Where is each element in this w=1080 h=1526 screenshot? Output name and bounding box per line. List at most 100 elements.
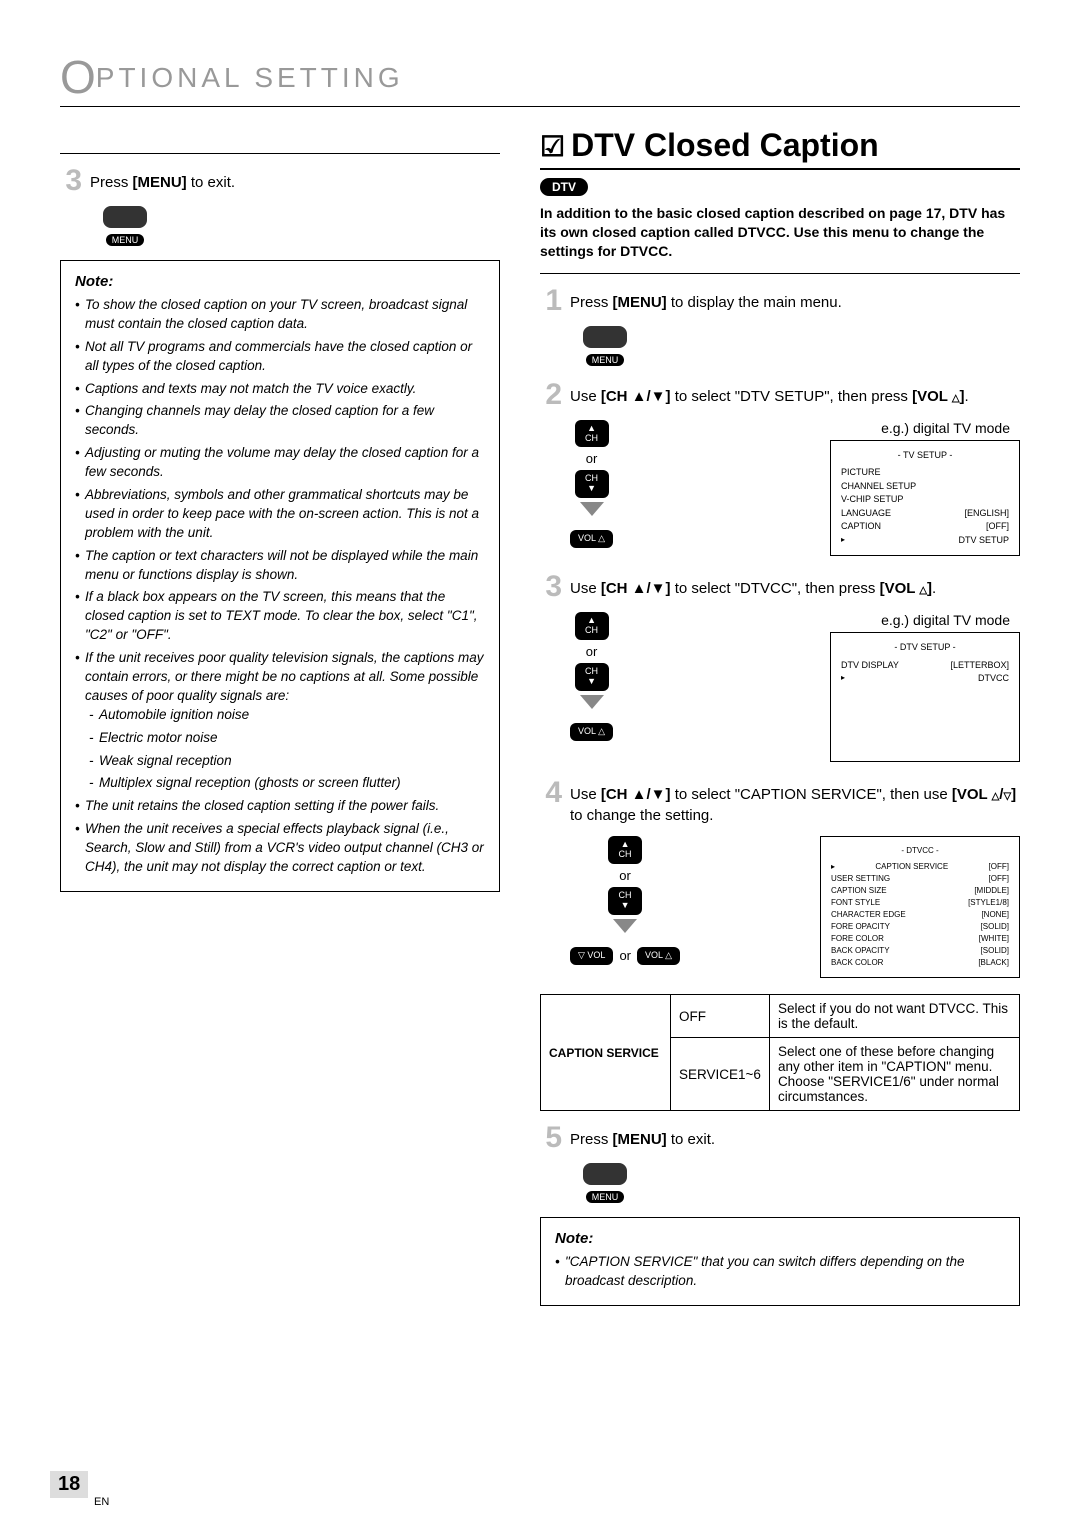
menu-button-graphic: MENU bbox=[580, 1163, 630, 1205]
note-item: Changing channels may delay the closed c… bbox=[75, 402, 485, 440]
note-item: "CAPTION SERVICE" that you can switch di… bbox=[555, 1253, 1005, 1291]
page-number: 18 bbox=[50, 1471, 88, 1498]
note-item: When the unit receives a special effects… bbox=[75, 820, 485, 877]
ch-up-btn: ▲CH bbox=[575, 420, 609, 448]
step3: 3 Use [CH ▲/▼] to select "DTVCC", then p… bbox=[540, 572, 1020, 602]
arrow-icon bbox=[580, 502, 604, 516]
os-cell: BACK OPACITY bbox=[831, 945, 890, 957]
note-text: If the unit receives poor quality televi… bbox=[85, 650, 483, 703]
os-cell: [SOLID] bbox=[981, 945, 1009, 957]
step-text: Press [MENU] to display the main menu. bbox=[570, 286, 842, 316]
subnote-item: Automobile ignition noise bbox=[89, 706, 485, 725]
section-header: OPTIONAL SETTING bbox=[60, 50, 1020, 107]
os-cell: [OFF] bbox=[989, 861, 1009, 873]
ch-down-btn: CH▼ bbox=[608, 887, 642, 915]
os-cell: CAPTION bbox=[841, 520, 881, 534]
control-stack: ▲CH or CH▼ ▽ VOL or VOL △ bbox=[570, 836, 680, 964]
menu-button-graphic: MENU bbox=[100, 206, 150, 248]
os-pointer: DTV SETUP bbox=[958, 534, 1009, 548]
table-cell: Select one of these before changing any … bbox=[769, 1038, 1019, 1111]
menu-button-graphic: MENU bbox=[580, 326, 630, 368]
vol-left-btn: ▽ VOL bbox=[570, 947, 613, 965]
or-text: or bbox=[586, 644, 598, 659]
ch-down-btn: CH▼ bbox=[575, 470, 609, 498]
os-cell: [ENGLISH] bbox=[964, 507, 1009, 521]
caption-service-table: CAPTION SERVICE OFF Select if you do not… bbox=[540, 994, 1020, 1111]
check-icon: ☑ bbox=[540, 131, 565, 162]
os-cell: [BLACK] bbox=[978, 957, 1009, 969]
os-title: - DTV SETUP - bbox=[841, 641, 1009, 655]
eg-label: e.g.) digital TV mode bbox=[633, 420, 1010, 436]
intro-text: In addition to the basic closed caption … bbox=[540, 204, 1020, 261]
page-lang: EN bbox=[94, 1496, 109, 1508]
step-number: 1 bbox=[540, 286, 562, 316]
menu-label: MENU bbox=[586, 1191, 625, 1203]
os-cell: [LETTERBOX] bbox=[950, 659, 1009, 673]
os-cell: [STYLE1/8] bbox=[968, 897, 1009, 909]
header-o: O bbox=[60, 51, 96, 103]
note-item: The unit retains the closed caption sett… bbox=[75, 797, 485, 816]
os-cell: [NONE] bbox=[981, 909, 1009, 921]
table-cell: Select if you do not want DTVCC. This is… bbox=[769, 995, 1019, 1038]
left-column: 3 Press [MENU] to exit. MENU Note: To sh… bbox=[60, 127, 500, 1306]
diagram-step3: ▲CH or CH▼ VOL △ e.g.) digital TV mode -… bbox=[570, 612, 1020, 762]
eg-label: e.g.) digital TV mode bbox=[633, 612, 1010, 628]
os-cell: FONT STYLE bbox=[831, 897, 880, 909]
table-cell: SERVICE1~6 bbox=[671, 1038, 770, 1111]
sublist: Automobile ignition noise Electric motor… bbox=[85, 706, 485, 794]
step-text: Press [MENU] to exit. bbox=[90, 166, 235, 196]
os-title: - TV SETUP - bbox=[841, 449, 1009, 463]
os-cell: USER SETTING bbox=[831, 873, 890, 885]
vol-btn: VOL △ bbox=[570, 530, 613, 548]
note-item: To show the closed caption on your TV sc… bbox=[75, 296, 485, 334]
step-number: 3 bbox=[60, 166, 82, 196]
note-item: Not all TV programs and commercials have… bbox=[75, 338, 485, 376]
diagram-step2: ▲CH or CH▼ VOL △ e.g.) digital TV mode -… bbox=[570, 420, 1020, 557]
subnote-item: Multiplex signal reception (ghosts or sc… bbox=[89, 774, 485, 793]
subnote-item: Weak signal reception bbox=[89, 752, 485, 771]
os-cell: PICTURE bbox=[841, 466, 881, 480]
left-step3: 3 Press [MENU] to exit. bbox=[60, 166, 500, 196]
step5: 5 Press [MENU] to exit. bbox=[540, 1123, 1020, 1153]
note-item: Abbreviations, symbols and other grammat… bbox=[75, 486, 485, 543]
note-title: Note: bbox=[555, 1228, 1005, 1249]
table-head: CAPTION SERVICE bbox=[541, 995, 671, 1111]
ch-up-btn: ▲CH bbox=[608, 836, 642, 864]
arrow-icon bbox=[580, 695, 604, 709]
menu-label: MENU bbox=[106, 234, 145, 246]
table-cell: OFF bbox=[671, 995, 770, 1038]
note-item: If a black box appears on the TV screen,… bbox=[75, 588, 485, 645]
menu-label: MENU bbox=[586, 354, 625, 366]
right-column: ☑DTV Closed Caption DTV In addition to t… bbox=[540, 127, 1020, 1306]
os-cell: [WHITE] bbox=[979, 933, 1009, 945]
onscreen-tvsetup: - TV SETUP - PICTURE CHANNEL SETUP V-CHI… bbox=[830, 440, 1020, 557]
or-text: or bbox=[619, 868, 631, 883]
note-list: "CAPTION SERVICE" that you can switch di… bbox=[555, 1253, 1005, 1291]
note-item: If the unit receives poor quality televi… bbox=[75, 649, 485, 793]
title-text: DTV Closed Caption bbox=[571, 127, 879, 163]
os-cell: CAPTION SIZE bbox=[831, 885, 887, 897]
os-cell: V-CHIP SETUP bbox=[841, 493, 903, 507]
os-cell: [MIDDLE] bbox=[974, 885, 1009, 897]
os-title: - DTVCC - bbox=[831, 845, 1009, 857]
step-text: Press [MENU] to exit. bbox=[570, 1123, 715, 1153]
step1: 1 Press [MENU] to display the main menu. bbox=[540, 286, 1020, 316]
os-cell: [SOLID] bbox=[981, 921, 1009, 933]
step-text: Use [CH ▲/▼] to select "CAPTION SERVICE"… bbox=[570, 778, 1020, 826]
main-columns: 3 Press [MENU] to exit. MENU Note: To sh… bbox=[60, 127, 1020, 1306]
note-item: Captions and texts may not match the TV … bbox=[75, 380, 485, 399]
os-cell: LANGUAGE bbox=[841, 507, 891, 521]
step2: 2 Use [CH ▲/▼] to select "DTV SETUP", th… bbox=[540, 380, 1020, 410]
step-text: Use [CH ▲/▼] to select "DTVCC", then pre… bbox=[570, 572, 936, 602]
os-cell: DTV DISPLAY bbox=[841, 659, 899, 673]
vol-btn: VOL △ bbox=[570, 723, 613, 741]
step-number: 2 bbox=[540, 380, 562, 410]
ch-down-btn: CH▼ bbox=[575, 663, 609, 691]
or-text: or bbox=[619, 948, 631, 963]
step-number: 4 bbox=[540, 778, 562, 826]
main-title: ☑DTV Closed Caption bbox=[540, 127, 1020, 170]
ch-up-btn: ▲CH bbox=[575, 612, 609, 640]
os-cell: [OFF] bbox=[986, 520, 1009, 534]
os-cell: [OFF] bbox=[989, 873, 1009, 885]
os-cell: CHARACTER EDGE bbox=[831, 909, 906, 921]
